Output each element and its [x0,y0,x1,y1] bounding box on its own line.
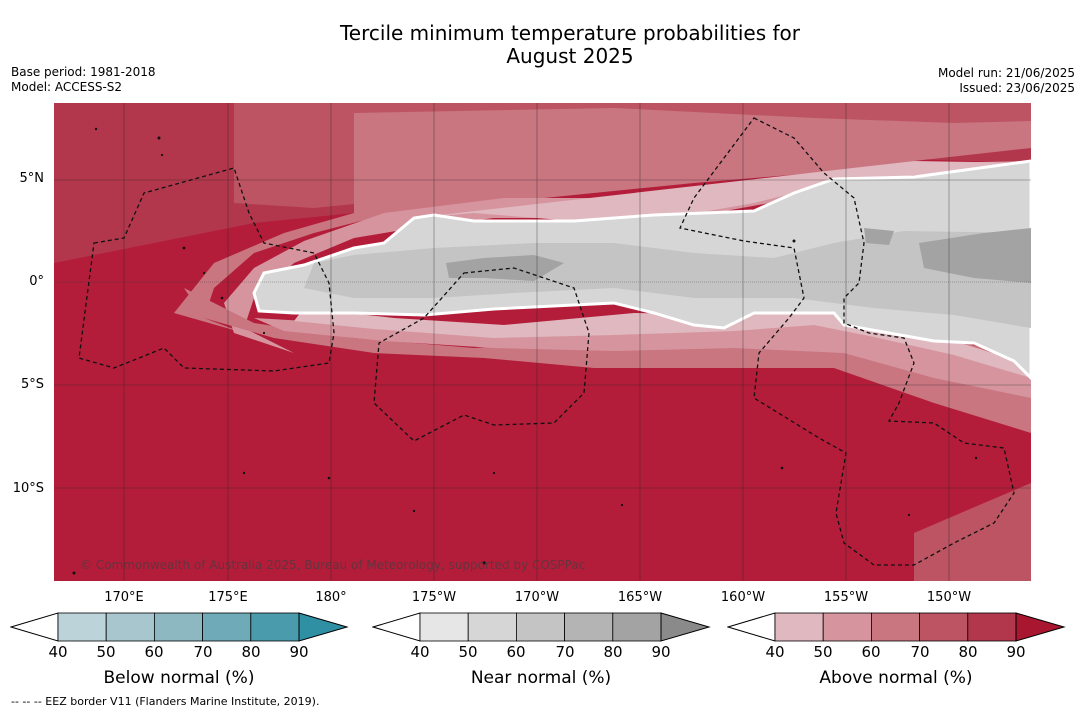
below-swatch-80 [250,612,300,642]
above-swatch-40 [774,612,824,642]
near-swatch-70 [564,612,614,642]
above-tick-70: 70 [910,643,930,661]
below-tick-80: 80 [241,643,261,661]
colorbar-below-normal [10,612,349,642]
near-tick-70: 70 [555,643,575,661]
near-arrow-left [372,612,421,642]
eez-line-north [679,117,1015,566]
lon-label-150w: 150°W [926,590,972,605]
near-tick-90: 90 [651,643,671,661]
below-swatch-50 [105,612,155,642]
above-arrow-left [727,612,776,642]
eez-borders [78,117,1015,566]
near-tick-40: 40 [410,643,430,661]
above-band-north-4 [224,161,1031,353]
lat-label-5s: 5°S [20,377,44,392]
model-run: Model run: 21/06/2025 [937,66,1075,80]
map-canvas [54,103,1031,581]
near-swatch-40 [419,612,469,642]
title-line-2: August 2025 [506,44,634,68]
above-swatch-60 [870,612,920,642]
meta-right: Model run: 21/06/2025 Issued: 23/06/2025 [938,66,1075,95]
below-arrow-left [10,612,59,642]
below-swatch-60 [153,612,203,642]
below-arrow-right [298,612,349,642]
near-normal-patch-3 [864,228,894,245]
near-tick-60: 60 [506,643,526,661]
eez-footnote: -- -- -- EEZ border V11 (Flanders Marine… [11,695,320,708]
below-tick-70: 70 [193,643,213,661]
gridlines [54,103,1031,581]
probability-map[interactable] [54,103,1031,581]
near-arrow-right [660,612,711,642]
above-swatch-80 [967,612,1017,642]
lon-label-155w: 155°W [823,590,869,605]
near-normal-patch-2 [919,228,1031,283]
lon-label-170w: 170°W [514,590,560,605]
lon-label-165w: 165°W [617,590,663,605]
above-tick-80: 80 [958,643,978,661]
near-swatch-50 [467,612,517,642]
below-tick-60: 60 [144,643,164,661]
colorbar-above-normal [727,612,1066,642]
above-tick-90: 90 [1006,643,1026,661]
lon-label-160w: 160°W [720,590,766,605]
eez-kiribati-gilbert [78,167,335,372]
below-tick-40: 40 [48,643,68,661]
lat-label-5n: 5°N [19,171,45,186]
copyright-notice: © Commonwealth of Australia 2025, Bureau… [80,558,586,572]
near-normal-inner [304,231,1031,328]
near-swatch-60 [515,612,565,642]
above-normal-title: Above normal (%) [819,668,973,688]
below-tick-90: 90 [289,643,309,661]
title-line-1: Tercile minimum temperature probabilitie… [339,21,801,45]
lat-label-0: 0° [29,274,44,289]
issued-date: Issued: 23/06/2025 [959,80,1075,95]
lon-label-175w: 175°W [411,590,457,605]
above-arrow-right [1015,612,1066,642]
below-tick-50: 50 [96,643,116,661]
above-band-south-2 [254,318,1031,398]
below-swatch-70 [202,612,252,642]
meta-left: Base period: 1981-2018 Model: ACCESS-S2 [11,65,156,95]
base-period: Base period: 1981-2018 [11,65,156,79]
below-swatch-40 [57,612,107,642]
colorbar-near-normal [372,612,711,642]
below-normal-title: Below normal (%) [103,668,255,688]
lon-label-175e: 175°E [208,590,248,605]
map-title: Tercile minimum temperature probabilitie… [0,22,1085,68]
lon-label-170e: 170°E [104,590,144,605]
above-tick-50: 50 [813,643,833,661]
above-swatch-50 [822,612,872,642]
lon-label-180: 180° [315,590,347,605]
lat-label-10s: 10°S [12,481,44,496]
above-tick-40: 40 [765,643,785,661]
above-tick-60: 60 [861,643,881,661]
model-name: Model: ACCESS-S2 [11,80,123,94]
islands [72,127,978,575]
near-tick-80: 80 [603,643,623,661]
near-tick-50: 50 [458,643,478,661]
above-band-south-4 [914,483,1031,581]
near-swatch-80 [612,612,662,642]
near-normal-title: Near normal (%) [470,668,612,688]
above-band-north-5 [414,161,1031,221]
eez-howland-baker [373,267,590,442]
above-swatch-70 [919,612,969,642]
